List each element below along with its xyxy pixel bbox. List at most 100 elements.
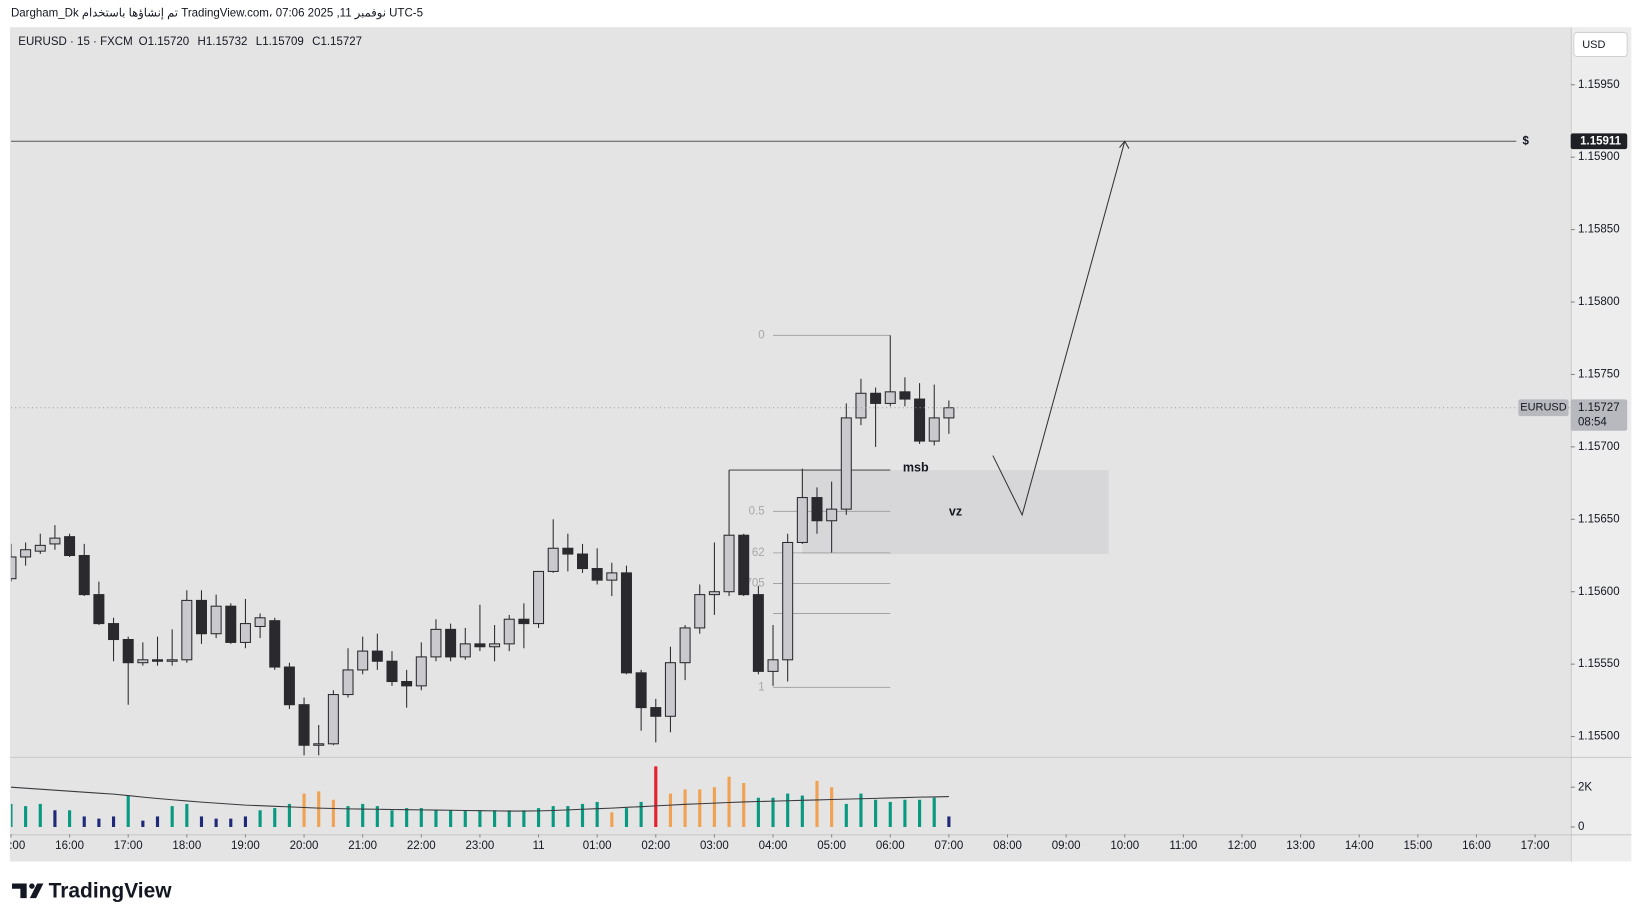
x-tick-label: :00	[9, 840, 25, 852]
volume-bar	[654, 766, 658, 827]
volume-bar	[771, 797, 775, 827]
logo-mark	[29, 883, 44, 899]
candle-body	[298, 704, 310, 746]
header-text: Dargham_Dk تم إنشاؤها باستخدام TradingVi…	[11, 7, 423, 21]
volume-bar	[727, 776, 731, 827]
volume-bar	[390, 810, 394, 827]
candle-body	[401, 680, 413, 687]
volume-bar	[24, 806, 28, 827]
candle-body	[430, 628, 442, 658]
volume-tick-label: 0	[1578, 821, 1584, 833]
volume-bar	[10, 803, 13, 827]
candle-body	[708, 591, 720, 596]
candle-body	[826, 508, 838, 522]
volume-bar	[317, 791, 321, 827]
candle-body	[518, 618, 530, 625]
candle-body	[313, 743, 325, 746]
volume-bar	[243, 816, 248, 827]
x-tick-label: 09:00	[1052, 840, 1081, 852]
volume-bar	[68, 810, 72, 827]
x-tick-label: 11	[533, 840, 545, 852]
y-tick-label: 1.15950	[1578, 79, 1620, 91]
x-tick-label: 01:00	[583, 840, 612, 852]
x-tick-label: 03:00	[700, 840, 729, 852]
volume-bar	[903, 799, 907, 827]
volume-bar	[698, 789, 702, 827]
x-tick-label: 16:00	[1462, 840, 1491, 852]
legend-item: H1.15732	[198, 36, 248, 48]
candle-body	[679, 627, 691, 664]
candle-body	[474, 643, 486, 648]
y-tick-label: 1.15500	[1578, 731, 1620, 743]
legend: EURUSD · 15 · FXCM O1.15720 H1.15732 L1.15…	[18, 36, 362, 48]
candle-body	[371, 650, 383, 662]
target-price-box	[1570, 133, 1628, 150]
x-tick-label: 22:00	[407, 840, 436, 852]
candle-body	[855, 392, 867, 419]
volume-bar	[947, 816, 951, 827]
volume-bar	[888, 801, 892, 827]
y-tick-label: 1.15550	[1578, 658, 1620, 670]
candle-body	[635, 672, 647, 709]
main-pane: vz 0 0.5 62 705 1 msb	[10, 140, 1571, 756]
volume-bar	[800, 795, 804, 827]
candle-body	[489, 643, 501, 648]
volume-bar	[302, 793, 306, 827]
candle-body	[386, 660, 398, 683]
volume-bar	[668, 793, 673, 827]
candle-body	[108, 623, 120, 641]
volume-bar	[170, 806, 174, 827]
volume-bar	[742, 783, 746, 827]
volume-bar	[844, 803, 848, 827]
x-tick-label: 14:00	[1345, 840, 1374, 852]
volume-bar	[214, 818, 218, 827]
y-tick-label: 1.15900	[1578, 151, 1620, 163]
legend-item: O1.15720	[139, 36, 190, 48]
candle-body	[34, 544, 46, 552]
candle-body	[283, 666, 295, 706]
currency-box[interactable]	[1573, 31, 1628, 58]
legend-item: C1.15727	[312, 36, 362, 48]
volume-bar	[507, 810, 511, 827]
volume-bar	[361, 803, 365, 827]
x-tick-label: 20:00	[290, 840, 319, 852]
x-tick-label: 10:00	[1110, 840, 1139, 852]
candle-body	[195, 599, 207, 635]
y-tick-label: 1.15850	[1578, 224, 1620, 236]
x-tick-label: 13:00	[1286, 840, 1315, 852]
candle-body	[342, 669, 354, 696]
volume-bar	[712, 787, 716, 827]
volume-tick-label: 2K	[1578, 781, 1592, 793]
x-tick-label: 19:00	[231, 840, 260, 852]
candle-body	[225, 605, 237, 643]
volume-bar	[566, 806, 570, 827]
volume-bar	[595, 801, 599, 827]
legend-symbol: EURUSD · 15 · FXCM	[18, 36, 132, 48]
candle-body	[738, 534, 750, 596]
y-tick-label: 1.15800	[1578, 296, 1620, 308]
volume-bar	[273, 808, 277, 827]
candle-body	[93, 594, 105, 625]
candle-body	[694, 594, 706, 629]
candle-body	[503, 618, 515, 645]
candle-body	[547, 547, 559, 572]
target-label: $	[1522, 135, 1529, 147]
candle-body	[533, 570, 545, 625]
candle-body	[254, 617, 266, 628]
currency-label[interactable]: USD	[1582, 39, 1605, 51]
fib-label: 62	[752, 547, 765, 559]
volume-bar	[493, 810, 497, 827]
candle-body	[796, 497, 808, 543]
x-tick-label: 02:00	[641, 840, 670, 852]
candle-body	[152, 659, 164, 662]
footer-logo	[12, 883, 44, 899]
fib-label: 0.5	[749, 505, 765, 517]
legend-item: L1.15709	[256, 36, 304, 48]
volume-ma	[10, 786, 949, 812]
candle-body	[459, 643, 471, 658]
volume-bar	[624, 808, 629, 827]
volume-bar	[97, 818, 101, 827]
last-price-symbol: EURUSD	[1520, 402, 1566, 414]
y-tick-label: 1.15650	[1578, 513, 1620, 525]
